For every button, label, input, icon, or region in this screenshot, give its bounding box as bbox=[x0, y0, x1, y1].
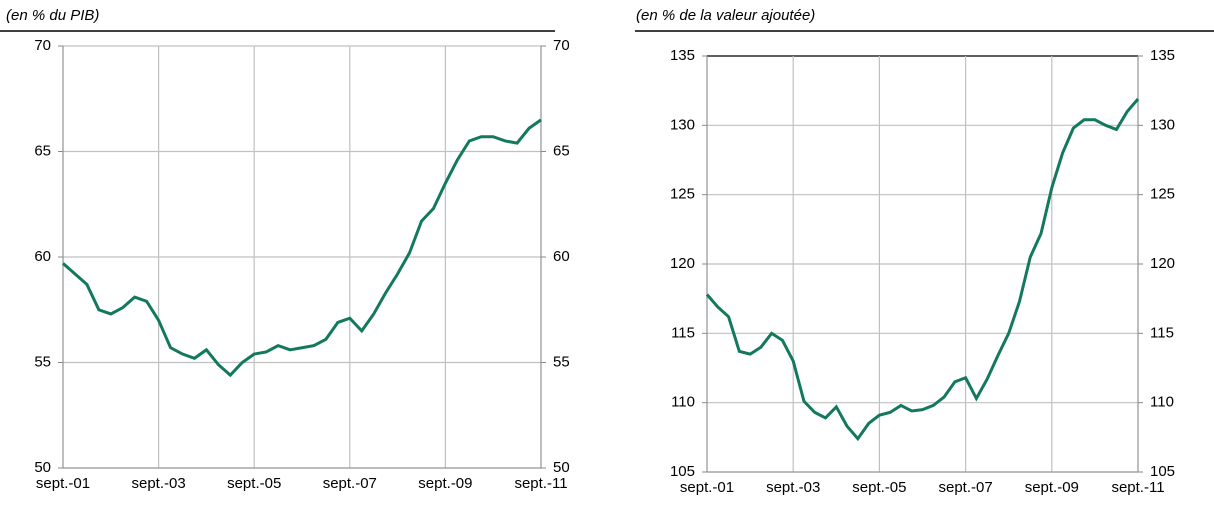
x-tick-label: sept.-09 bbox=[418, 475, 472, 492]
y-tick-label: 50 bbox=[34, 459, 51, 476]
y2-tick-label: 135 bbox=[1150, 47, 1175, 64]
y-tick-label: 55 bbox=[34, 353, 51, 370]
x-tick-label: sept.-01 bbox=[680, 479, 734, 496]
y-tick-label: 125 bbox=[670, 186, 695, 203]
y2-tick-label: 60 bbox=[553, 248, 570, 265]
x-tick-label: sept.-11 bbox=[1111, 479, 1164, 496]
y-tick-label: 60 bbox=[34, 248, 51, 265]
data-line bbox=[62, 118, 542, 378]
y-tick-label: 65 bbox=[34, 142, 51, 159]
y-tick-label: 115 bbox=[671, 324, 695, 341]
y-tick-label: 130 bbox=[670, 116, 695, 133]
x-tick-label: sept.-05 bbox=[227, 475, 281, 492]
y2-tick-label: 105 bbox=[1150, 463, 1175, 480]
x-tick-label: sept.-07 bbox=[938, 479, 992, 496]
x-tick-label: sept.-07 bbox=[323, 475, 377, 492]
y-tick-label: 120 bbox=[670, 255, 695, 272]
y-tick-label: 105 bbox=[670, 463, 695, 480]
x-tick-label: sept.-11 bbox=[514, 475, 567, 492]
x-tick-label: sept.-01 bbox=[36, 475, 90, 492]
y2-tick-label: 70 bbox=[553, 37, 570, 54]
x-tick-label: sept.-09 bbox=[1025, 479, 1079, 496]
data-line bbox=[705, 98, 1140, 442]
y-tick-label: 135 bbox=[670, 47, 695, 64]
x-tick-label: sept.-03 bbox=[131, 475, 185, 492]
y2-tick-label: 55 bbox=[553, 353, 570, 370]
subtitle: (en % du PIB) bbox=[6, 7, 99, 24]
y2-tick-label: 50 bbox=[553, 459, 570, 476]
x-tick-label: sept.-05 bbox=[852, 479, 906, 496]
y2-tick-label: 65 bbox=[553, 142, 570, 159]
y2-tick-label: 120 bbox=[1150, 255, 1175, 272]
y2-tick-label: 130 bbox=[1150, 116, 1175, 133]
x-tick-label: sept.-03 bbox=[766, 479, 820, 496]
subtitle: (en % de la valeur ajoutée) bbox=[636, 7, 815, 24]
y-tick-label: 110 bbox=[671, 394, 695, 411]
y2-tick-label: 110 bbox=[1150, 394, 1174, 411]
y2-tick-label: 115 bbox=[1150, 324, 1174, 341]
y-tick-label: 70 bbox=[34, 37, 51, 54]
y2-tick-label: 125 bbox=[1150, 186, 1175, 203]
